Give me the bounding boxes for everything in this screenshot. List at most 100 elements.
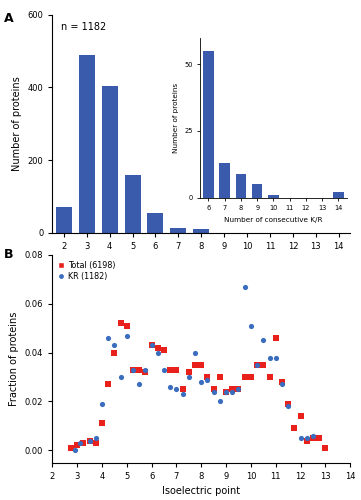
Bar [193,229,209,232]
Text: n = 1182: n = 1182 [61,22,106,32]
Bar [236,174,246,198]
Point [260,361,266,369]
Point [87,436,92,444]
Point [217,398,223,406]
Y-axis label: Number of proteins: Number of proteins [12,76,22,171]
Point [279,380,285,388]
Point [192,361,198,369]
Point [279,378,285,386]
Point [155,348,161,356]
Point [143,368,148,376]
Point [254,361,260,369]
Point [99,420,105,428]
Point [186,368,192,376]
Point [149,342,155,349]
Point [161,366,167,374]
Point [136,366,142,374]
Point [136,380,142,388]
Bar [56,207,72,233]
Point [298,434,304,442]
Point [87,436,92,444]
Point [199,361,204,369]
Point [68,444,74,452]
Point [316,434,322,442]
Point [236,386,242,394]
Point [168,366,173,374]
Point [304,436,310,444]
Point [242,282,248,290]
Point [149,342,155,349]
X-axis label: Number of consecutive K/R: Number of consecutive K/R [135,256,268,266]
Point [155,344,161,352]
Point [93,439,99,447]
Text: B: B [4,248,13,260]
Bar [147,212,164,233]
Point [267,354,273,362]
Point [105,380,111,388]
Point [130,366,136,374]
Bar [125,175,140,233]
Point [248,373,254,381]
Point [260,336,266,344]
Point [310,434,316,442]
Point [118,373,123,381]
Bar [203,51,214,198]
Point [72,446,78,454]
Point [81,439,86,447]
Point [291,424,297,432]
Point [310,432,316,440]
Point [112,342,117,349]
Bar [219,163,230,198]
X-axis label: Number of consecutive K/R: Number of consecutive K/R [224,216,323,222]
Bar [333,192,344,198]
Point [180,390,186,398]
Text: A: A [4,12,13,26]
Point [267,373,273,381]
Point [105,334,111,342]
Point [199,378,204,386]
Point [236,386,242,394]
Point [211,388,217,396]
Point [112,348,117,356]
Point [99,400,105,408]
Point [130,366,136,374]
Point [229,386,235,394]
Point [143,366,148,374]
Point [174,366,179,374]
Bar [101,86,118,233]
Point [217,373,223,381]
X-axis label: Isoelectric point: Isoelectric point [162,486,240,496]
Point [273,354,279,362]
Point [285,400,291,408]
Bar [268,195,279,198]
Point [186,373,192,381]
Point [77,439,83,447]
Point [74,442,80,450]
Point [192,348,198,356]
Bar [79,55,95,233]
Point [229,388,235,396]
Point [304,434,310,442]
Point [118,320,123,328]
Legend: Total (6198), KR (1182): Total (6198), KR (1182) [56,259,117,282]
Point [124,322,130,330]
Point [322,444,328,452]
Y-axis label: Fraction of proteins: Fraction of proteins [9,312,19,406]
Point [161,346,167,354]
Point [174,386,179,394]
Point [93,434,99,442]
Point [211,386,217,394]
Point [205,376,210,384]
Point [285,402,291,410]
Point [124,332,130,340]
Point [205,373,210,381]
Bar [170,228,186,232]
Point [248,322,254,330]
Point [298,412,304,420]
Point [223,388,229,396]
Point [223,388,229,396]
Point [242,373,248,381]
Point [254,361,260,369]
Point [168,383,173,391]
Point [180,386,186,394]
